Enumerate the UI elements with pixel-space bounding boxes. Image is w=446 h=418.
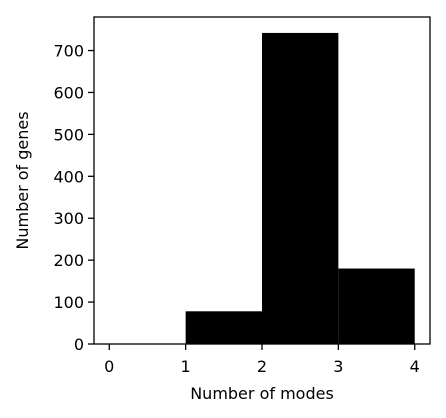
- x-tick-label: 1: [181, 357, 191, 376]
- y-axis-label: Number of genes: [13, 111, 32, 249]
- y-tick-label: 0: [74, 335, 84, 354]
- x-axis-label: Number of modes: [190, 384, 334, 403]
- y-tick-label: 500: [53, 125, 84, 144]
- histogram-bar: [338, 268, 415, 344]
- y-tick-label: 300: [53, 209, 84, 228]
- y-tick-label: 200: [53, 251, 84, 270]
- histogram-bar: [185, 311, 262, 344]
- y-tick-label: 700: [53, 42, 84, 61]
- x-tick-label: 4: [410, 357, 420, 376]
- y-tick-label: 100: [53, 293, 84, 312]
- histogram-bar: [262, 32, 339, 344]
- bars-group: [185, 32, 415, 344]
- y-tick-label: 400: [53, 167, 84, 186]
- y-axis: 0 100 200 300 400 500 600 700: [53, 42, 94, 354]
- x-axis: 0 1 2 3 4: [104, 344, 420, 376]
- x-tick-label: 0: [104, 357, 114, 376]
- y-tick-label: 600: [53, 83, 84, 102]
- x-tick-label: 3: [333, 357, 343, 376]
- x-tick-label: 2: [257, 357, 267, 376]
